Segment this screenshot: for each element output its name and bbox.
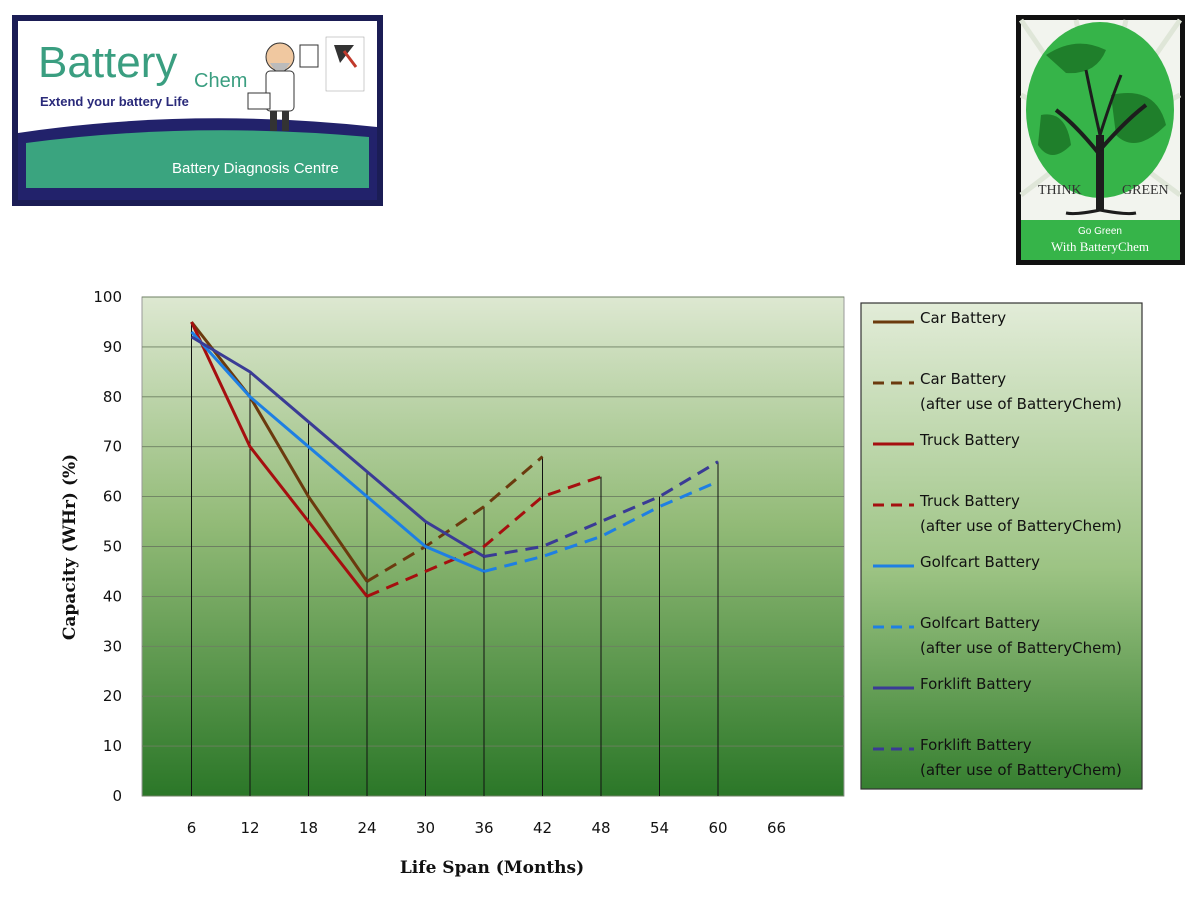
y-tick-label: 0 (112, 787, 122, 805)
logo-tagline: Extend your battery Life (40, 94, 189, 109)
x-tick-label: 48 (591, 819, 610, 837)
legend-label: (after use of BatteryChem) (920, 517, 1122, 535)
x-tick-label: 36 (474, 819, 493, 837)
batterychem-logo: Battery Chem Extend your battery Life Ba… (12, 15, 383, 206)
legend-label: Forklift Battery (920, 675, 1032, 693)
y-tick-label: 10 (103, 737, 122, 755)
x-tick-label: 42 (533, 819, 552, 837)
with-batterychem-text: With BatteryChem (1051, 239, 1149, 254)
go-green-text: Go Green (1078, 226, 1122, 237)
ronak-group-logo (325, 36, 365, 92)
series-line-7 (190, 335, 485, 558)
y-tick-label: 90 (103, 338, 122, 356)
x-tick-label: 66 (767, 819, 786, 837)
tree-icon (1054, 69, 1148, 216)
brand-battery: Battery (38, 38, 177, 87)
y-tick-label: 60 (103, 488, 122, 506)
legend-box (860, 302, 1143, 790)
legend-label: Golfcart Battery (920, 614, 1040, 632)
green-text: GREEN (1122, 183, 1169, 198)
legend-label: Car Battery (920, 309, 1006, 327)
legend-label: (after use of BatteryChem) (920, 639, 1122, 657)
legend-label: Truck Battery (919, 492, 1020, 510)
legend-label: (after use of BatteryChem) (920, 761, 1122, 779)
legend-label: (after use of BatteryChem) (920, 395, 1122, 413)
y-tick-label: 100 (93, 288, 122, 306)
y-tick-label: 40 (103, 587, 122, 605)
series-line-3 (190, 321, 369, 598)
y-tick-label: 30 (103, 637, 122, 655)
x-tick-label: 60 (708, 819, 727, 837)
x-tick-label: 30 (416, 819, 435, 837)
doctor-mascot-icon (247, 42, 319, 131)
x-tick-label: 12 (240, 819, 259, 837)
legend-label: Golfcart Battery (920, 553, 1040, 571)
capacity-chart: 0 10 20 30 40 50 60 70 80 90 100 6 12 18 24 30 36 42 48 54… (0, 270, 1200, 898)
y-axis-title: Capacity (WHr) (%) (60, 454, 80, 640)
think-green-logo: THINK GREEN Go Green With BatteryChem (1016, 15, 1185, 265)
brand-chem: Chem (194, 70, 247, 92)
x-tick-label: 18 (299, 819, 318, 837)
legend-label: Truck Battery (919, 431, 1020, 449)
y-tick-label: 80 (103, 388, 122, 406)
series-line-1 (190, 321, 369, 583)
y-tick-label: 50 (103, 538, 122, 556)
y-tick-label: 70 (103, 438, 122, 456)
logo-banner: Battery Diagnosis Centre (172, 160, 339, 177)
series-line-5 (190, 330, 485, 573)
x-axis-title: Life Span (Months) (400, 858, 584, 878)
think-text: THINK (1038, 183, 1082, 198)
series-line-2 (366, 455, 544, 583)
legend-label: Forklift Battery (920, 736, 1032, 754)
x-tick-label: 54 (650, 819, 669, 837)
x-tick-label: 6 (187, 819, 197, 837)
x-tick-label: 24 (357, 819, 376, 837)
y-tick-label: 20 (103, 687, 122, 705)
series-line-4 (366, 475, 602, 598)
legend-label: Car Battery (920, 370, 1006, 388)
